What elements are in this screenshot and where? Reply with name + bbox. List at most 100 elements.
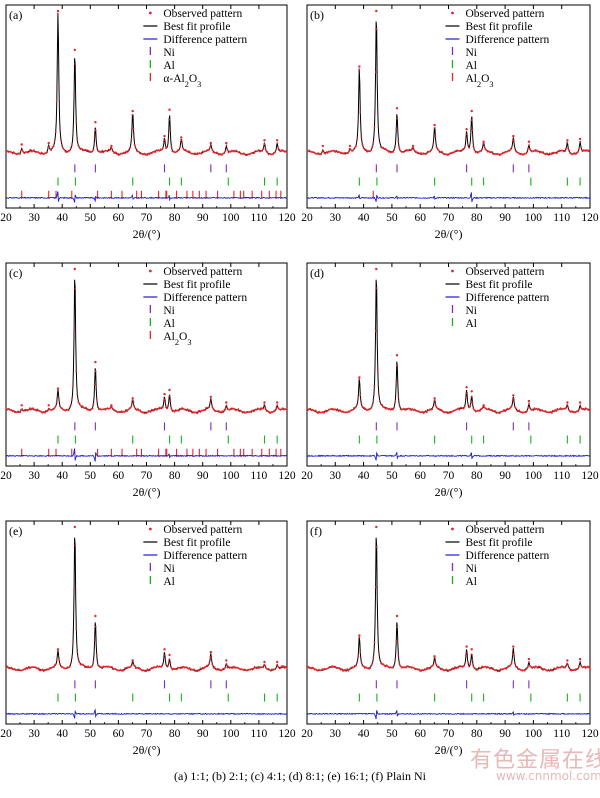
observed-point	[374, 71, 377, 73]
observed-point	[533, 407, 536, 409]
observed-point	[429, 667, 431, 670]
observed-point	[326, 410, 329, 412]
reflection-row-ni	[74, 422, 227, 431]
x-axis-label: 2θ/(°)	[435, 743, 463, 757]
observed-point	[77, 144, 80, 147]
observed-point	[112, 150, 114, 153]
x-tick-label: 60	[414, 212, 426, 224]
observed-point	[253, 410, 256, 412]
x-tick-label: 20	[0, 470, 12, 482]
observed-point	[555, 667, 558, 670]
observed-point	[309, 407, 312, 410]
observed-point	[111, 406, 113, 409]
observed-point	[162, 142, 165, 145]
observed-point	[357, 396, 360, 399]
observed-point	[512, 139, 515, 141]
reflection-row-ni	[74, 164, 227, 173]
observed-point	[457, 666, 460, 669]
observed-point	[182, 147, 185, 150]
observed-apex-point	[263, 139, 266, 142]
observed-apex-point	[180, 136, 183, 139]
x-tick-label: 70	[141, 728, 153, 740]
observed-point	[423, 411, 426, 414]
observed-point	[54, 131, 57, 134]
observed-point	[508, 407, 511, 410]
observed-point	[274, 151, 276, 154]
observed-point	[470, 653, 473, 656]
observed-point	[482, 142, 485, 145]
observed-point	[276, 142, 279, 145]
observed-point	[466, 651, 468, 654]
legend-label: Best fit profile	[163, 279, 230, 291]
x-tick-label: 100	[525, 212, 543, 224]
observed-point	[364, 148, 367, 151]
observed-point	[275, 666, 278, 669]
legend-label: Al	[163, 318, 175, 330]
xrd-panel-d: 20 30 40 50 60 70 80 90 100 110 120 2θ/(°) (d) Observ…	[301, 262, 599, 499]
observed-point	[53, 140, 56, 142]
x-tick-label: 120	[278, 212, 296, 224]
observed-point	[151, 408, 153, 411]
observed-point	[462, 407, 465, 410]
observed-apex-point	[20, 143, 23, 146]
observed-point	[164, 398, 166, 401]
observed-point	[165, 663, 167, 666]
observed-point	[410, 148, 413, 151]
observed-point	[589, 408, 591, 411]
observed-series	[5, 9, 288, 157]
observed-point	[481, 407, 484, 410]
observed-point	[335, 409, 338, 412]
x-axis-label: 2θ/(°)	[133, 227, 161, 241]
observed-point	[261, 150, 263, 152]
observed-point	[59, 405, 61, 408]
observed-point	[441, 409, 443, 412]
observed-point	[567, 147, 570, 150]
observed-point	[58, 86, 60, 88]
observed-point	[377, 651, 380, 654]
observed-point	[346, 668, 349, 670]
x-tick-label: 100	[222, 470, 240, 482]
observed-point	[320, 153, 322, 156]
observed-point	[223, 667, 226, 670]
observed-point	[393, 148, 395, 151]
observed-point	[473, 149, 476, 152]
observed-point	[526, 151, 528, 154]
observed-point	[396, 364, 399, 367]
observed-point	[95, 145, 98, 148]
legend-label: Al	[465, 576, 477, 588]
observed-point	[255, 408, 258, 411]
observed-point	[373, 384, 376, 387]
observed-point	[129, 666, 132, 668]
observed-point	[47, 668, 49, 671]
observed-point	[267, 410, 270, 413]
observed-point	[480, 150, 483, 152]
x-tick-label: 80	[471, 728, 483, 740]
observed-apex-point	[56, 648, 60, 651]
observed-point	[225, 404, 228, 407]
observed-point	[19, 411, 21, 414]
legend-label: Al	[163, 576, 175, 588]
observed-point	[181, 667, 184, 669]
observed-point	[166, 407, 168, 410]
observed-point	[334, 408, 337, 411]
observed-point	[199, 667, 202, 670]
observed-point	[467, 661, 469, 664]
observed-point	[275, 407, 278, 409]
panel-label: (e)	[9, 524, 22, 538]
observed-point	[161, 406, 164, 409]
x-tick-label: 30	[330, 470, 342, 482]
observed-point	[61, 407, 64, 410]
observed-point	[583, 665, 586, 668]
observed-point	[472, 407, 475, 410]
legend-label: Observed pattern	[163, 524, 242, 536]
observed-point	[71, 656, 73, 659]
observed-point	[158, 149, 161, 152]
observed-point	[549, 410, 552, 413]
legend-marker-observed	[451, 527, 454, 531]
observed-point	[282, 665, 285, 667]
observed-point	[166, 146, 168, 148]
observed-point	[132, 127, 135, 130]
observed-point	[527, 147, 529, 150]
observed-point	[160, 665, 163, 668]
